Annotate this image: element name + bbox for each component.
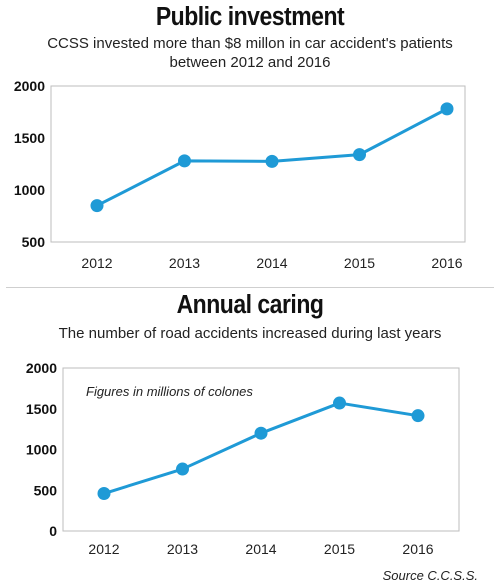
chart1-data-point [440, 102, 454, 116]
chart2-xtick-label: 2016 [402, 541, 433, 557]
chart2-title: Annual caring [176, 289, 324, 319]
chart2-xtick-label: 2013 [167, 541, 198, 557]
chart2-data-point [411, 409, 425, 423]
chart2-xtick-label: 2012 [88, 541, 119, 557]
chart2-data-point [97, 487, 111, 501]
chart1-xtick-label: 2014 [256, 255, 287, 271]
chart1-xtick-label: 2015 [344, 255, 375, 271]
chart2-ytick-label: 0 [49, 523, 57, 539]
chart2-ytick-label: 1500 [26, 401, 57, 417]
chart1-data-point [90, 199, 104, 213]
source-credit: Source C.C.S.S. [382, 568, 478, 583]
chart1-xtick-label: 2012 [81, 255, 112, 271]
chart1-ytick-label: 2000 [14, 80, 45, 94]
chart2-data-point [254, 426, 268, 440]
chart1-xtick-label: 2013 [169, 255, 200, 271]
chart-divider [6, 287, 494, 288]
chart2-plot: 2000 1500 1000 500 0 2012 2013 2014 2015 2016 [26, 360, 460, 557]
chart1-ytick-label: 500 [22, 234, 46, 250]
chart1-ytick-label: 1000 [14, 182, 45, 198]
chart2-data-point [333, 396, 346, 410]
chart2-ytick-label: 500 [34, 482, 58, 498]
chart2-frame [62, 367, 460, 532]
chart1-subtitle-line1: CCSS invested more than $8 millon in car… [47, 35, 453, 52]
chart1-data-point [353, 148, 366, 162]
chart2-ytick-label: 1000 [26, 442, 57, 458]
chart1-ytick-label: 1500 [14, 130, 45, 146]
chart2-xtick-label: 2014 [245, 541, 276, 557]
chart1-xtick-label: 2016 [431, 255, 462, 271]
chart2-series-line [103, 401, 419, 495]
chart2-subtitle: The number of road accidents increased d… [58, 325, 442, 342]
chart1-data-point [265, 154, 279, 168]
chart2-data-point [176, 462, 189, 476]
chart1-plot: 2000 1500 1000 500 2012 2013 2014 2015 2016 [14, 80, 466, 271]
chart2-ytick-label: 2000 [26, 360, 57, 376]
chart2-note: Figures in millions of colones [86, 384, 253, 399]
chart1-subtitle-line2: between 2012 and 2016 [169, 54, 331, 71]
chart1-title: Public investment [155, 1, 345, 31]
chart1-frame [50, 85, 466, 243]
chart1-data-point [178, 154, 191, 168]
chart2-xtick-label: 2015 [324, 541, 355, 557]
